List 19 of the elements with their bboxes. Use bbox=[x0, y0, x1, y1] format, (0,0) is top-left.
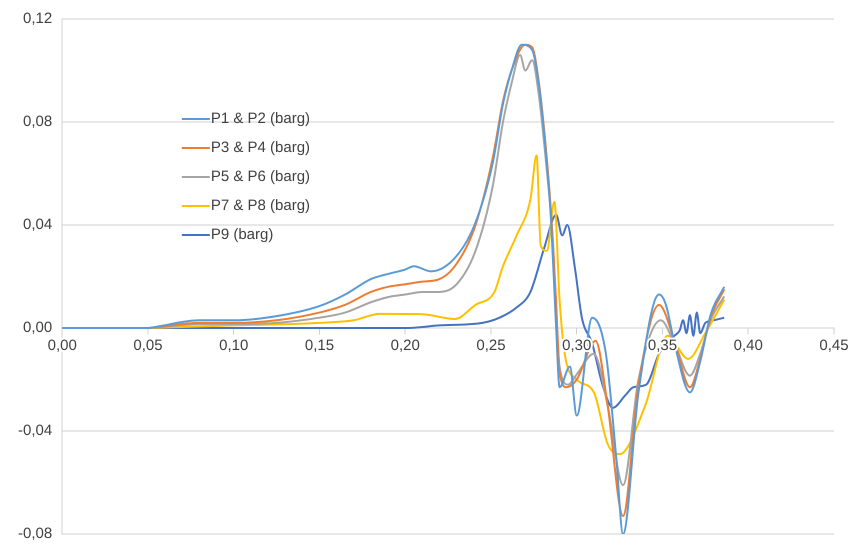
x-tick-label: 0,45 bbox=[819, 337, 849, 354]
y-tick-label: 0,12 bbox=[22, 10, 52, 28]
y-tick-label: -0,04 bbox=[18, 422, 52, 440]
y-tick-label: 0,04 bbox=[22, 216, 52, 234]
x-tick-label: 0,00 bbox=[48, 337, 77, 354]
x-tick-label: 0,10 bbox=[219, 337, 248, 354]
legend-label: P9 (barg) bbox=[210, 226, 274, 244]
y-tick-label: 0,08 bbox=[22, 113, 52, 130]
x-tick-label: 0,15 bbox=[304, 337, 334, 354]
y-tick-label: -0,08 bbox=[18, 525, 52, 542]
y-tick-label: 0,00 bbox=[22, 319, 52, 336]
legend-label: P5 & P6 (barg) bbox=[210, 168, 310, 186]
x-tick-label: 0,25 bbox=[476, 337, 506, 354]
x-tick-label: 0,05 bbox=[133, 337, 163, 354]
legend-label: P3 & P4 (barg) bbox=[210, 139, 310, 156]
legend-label: P7 & P8 (barg) bbox=[210, 197, 310, 214]
legend-label: P1 & P2 (barg) bbox=[210, 110, 310, 128]
x-tick-label: 0,20 bbox=[390, 337, 420, 354]
x-tick-label: 0,40 bbox=[734, 337, 763, 354]
